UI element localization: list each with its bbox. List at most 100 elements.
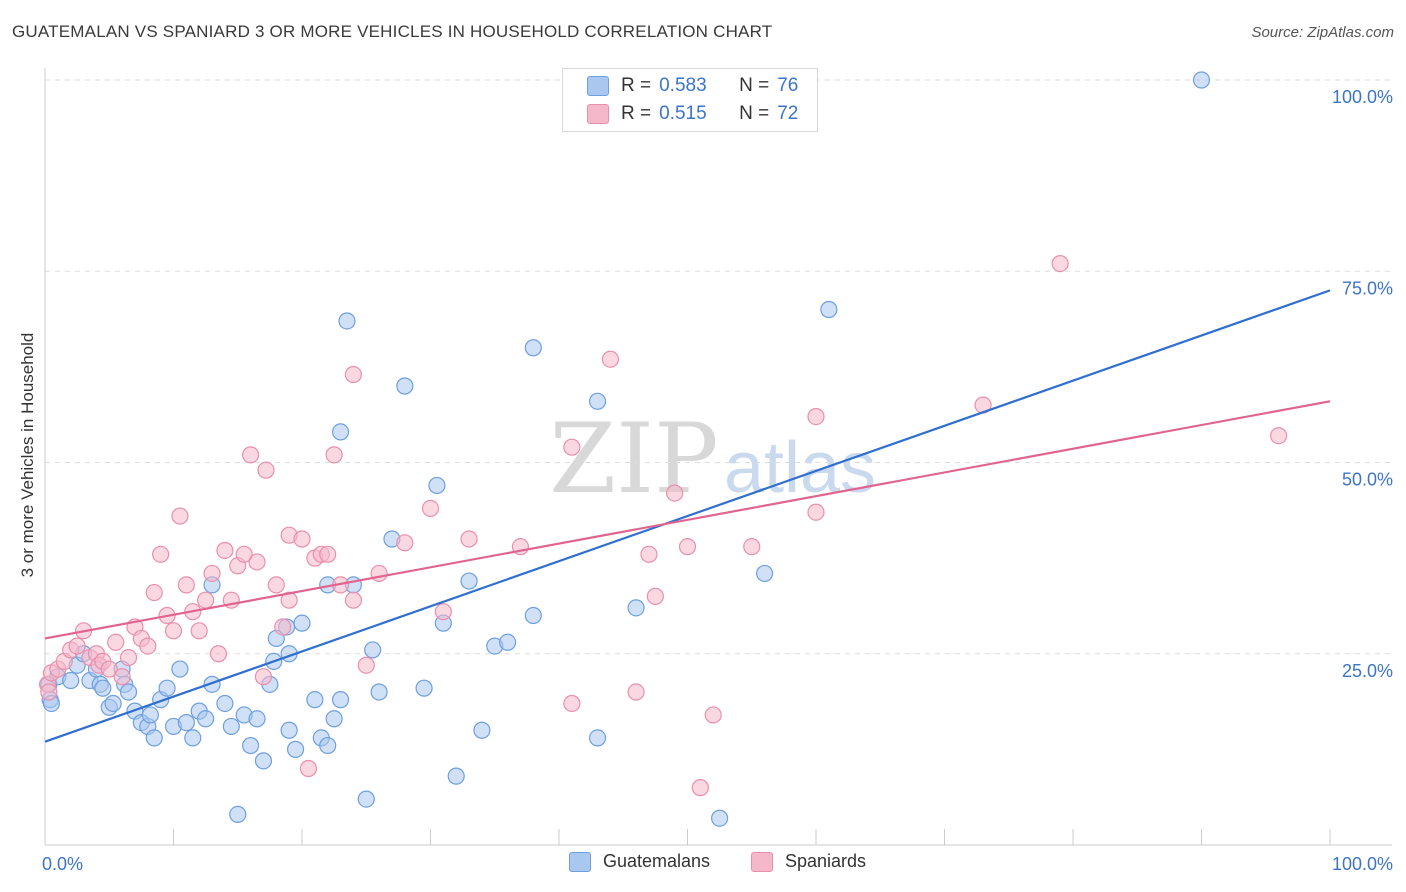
data-point-spaniards: [177, 576, 195, 594]
x-tick-label: 0.0%: [42, 854, 83, 874]
correlation-legend: R = 0.583 N = 76 R = 0.515 N = 72: [562, 68, 818, 132]
data-point-spaniards: [113, 668, 131, 686]
data-point-guatemalans: [280, 721, 298, 739]
data-point-spaniards: [164, 622, 183, 640]
data-point-guatemalans: [1192, 71, 1211, 89]
data-point-guatemalans: [119, 683, 138, 701]
data-point-guatemalans: [473, 721, 491, 739]
legend-label-guatemalans: Guatemalans: [603, 851, 711, 871]
data-point-guatemalans: [242, 736, 260, 755]
data-point-spaniards: [216, 541, 234, 560]
legend-n-value: 76: [777, 75, 799, 96]
data-point-spaniards: [460, 530, 478, 548]
data-point-guatemalans: [755, 564, 774, 583]
data-point-spaniards: [640, 545, 658, 563]
data-point-guatemalans: [145, 729, 163, 747]
data-point-spaniards: [678, 538, 697, 556]
data-point-spaniards: [235, 545, 253, 563]
data-point-spaniards: [344, 591, 362, 609]
series-legend: Guatemalans Spaniards: [0, 851, 1406, 877]
legend-r-label: R =: [621, 103, 652, 124]
data-point-guatemalans: [94, 679, 112, 697]
data-point-spaniards: [1269, 427, 1288, 445]
data-point-guatemalans: [184, 729, 202, 747]
data-point-spaniards: [107, 633, 125, 651]
legend-r-value: 0.515: [659, 103, 707, 124]
y-tick-label: 100.0%: [1332, 87, 1393, 107]
data-point-spaniards: [421, 499, 440, 517]
data-point-spaniards: [209, 645, 228, 663]
data-point-spaniards: [248, 553, 266, 571]
data-point-guatemalans: [248, 710, 266, 728]
legend-swatch-guatemalans: [569, 851, 591, 872]
data-point-guatemalans: [306, 691, 324, 709]
data-point-guatemalans: [177, 713, 195, 732]
data-point-guatemalans: [104, 694, 122, 713]
data-point-spaniards: [68, 637, 86, 655]
data-point-spaniards: [152, 545, 170, 563]
data-point-spaniards: [100, 660, 118, 678]
data-point-guatemalans: [286, 740, 305, 758]
legend-swatch-spaniards: [751, 851, 773, 872]
data-point-guatemalans: [711, 809, 729, 827]
data-point-guatemalans: [396, 377, 414, 395]
data-point-guatemalans: [216, 694, 234, 713]
data-point-guatemalans: [524, 339, 542, 357]
legend-swatch-spaniards: [587, 104, 609, 124]
legend-r-value: 0.583: [659, 75, 707, 96]
data-point-guatemalans: [428, 476, 446, 495]
data-point-spaniards: [807, 503, 825, 521]
data-point-spaniards: [203, 564, 221, 583]
data-point-spaniards: [434, 603, 452, 621]
trend-line-guatemalans: [44, 289, 1331, 743]
data-point-guatemalans: [627, 599, 645, 617]
data-point-guatemalans: [588, 729, 607, 747]
data-point-spaniards: [563, 438, 581, 456]
data-point-guatemalans: [499, 633, 517, 651]
data-point-guatemalans: [364, 641, 382, 659]
data-point-spaniards: [293, 530, 311, 548]
data-point-spaniards: [119, 648, 138, 667]
y-tick-label: 75.0%: [1342, 278, 1393, 298]
data-point-spaniards: [646, 587, 664, 605]
data-point-spaniards: [139, 637, 157, 655]
data-point-spaniards: [40, 683, 58, 701]
legend-n-label: N =: [739, 75, 770, 96]
data-point-spaniards: [396, 534, 414, 552]
data-point-spaniards: [601, 350, 620, 368]
data-point-spaniards: [627, 683, 645, 701]
legend-n-label: N =: [739, 103, 770, 124]
data-point-spaniards: [197, 591, 215, 609]
data-point-guatemalans: [197, 710, 215, 728]
legend-item-guatemalans: Guatemalans: [569, 851, 710, 872]
data-point-guatemalans: [141, 706, 159, 724]
data-point-guatemalans: [325, 710, 343, 728]
data-point-spaniards: [807, 408, 825, 426]
data-point-guatemalans: [62, 671, 80, 690]
data-point-guatemalans: [447, 767, 465, 785]
data-point-guatemalans: [588, 392, 607, 410]
data-point-spaniards: [280, 591, 298, 609]
data-point-guatemalans: [319, 736, 337, 755]
data-point-spaniards: [254, 668, 273, 686]
data-point-guatemalans: [820, 300, 838, 319]
legend-r-label: R =: [621, 75, 652, 96]
legend-swatch-guatemalans: [587, 76, 609, 96]
data-point-spaniards: [666, 484, 684, 502]
data-point-spaniards: [190, 622, 208, 640]
data-point-spaniards: [1051, 255, 1069, 273]
legend-n-value: 72: [777, 103, 799, 124]
legend-item-spaniards: Spaniards: [751, 851, 866, 872]
legend-row-guatemalans: R = 0.583 N = 76: [587, 74, 798, 98]
data-point-spaniards: [344, 365, 362, 384]
chart-title: GUATEMALAN VS SPANIARD 3 OR MORE VEHICLE…: [12, 22, 773, 41]
data-point-spaniards: [171, 507, 189, 525]
data-point-guatemalans: [331, 423, 350, 441]
data-point-guatemalans: [171, 660, 189, 678]
data-point-spaniards: [267, 576, 285, 594]
trend-line-spaniards: [44, 400, 1331, 640]
data-point-spaniards: [299, 759, 318, 778]
data-point-guatemalans: [222, 717, 240, 736]
data-point-spaniards: [325, 446, 343, 464]
